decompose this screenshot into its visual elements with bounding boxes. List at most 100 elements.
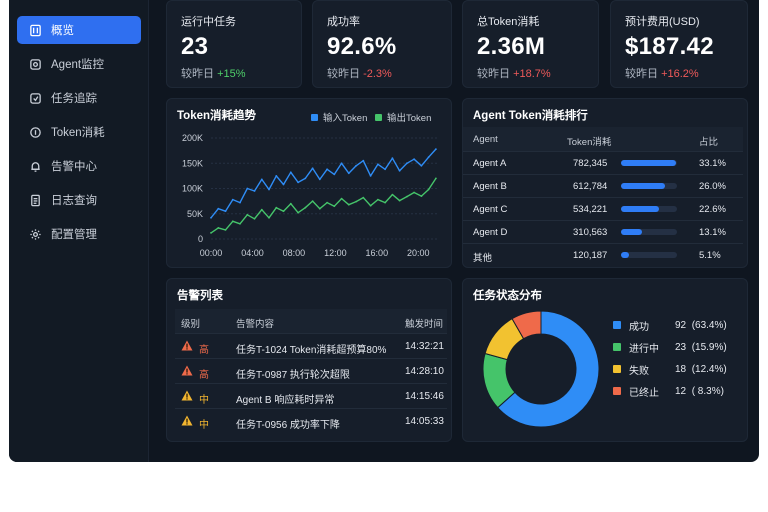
y-tick-label: 0 xyxy=(198,234,203,244)
sidebar-item-task-track[interactable]: 任务追踪 xyxy=(17,84,141,112)
series-line-output-token[interactable] xyxy=(210,178,437,234)
ranking-row[interactable]: 其他 120,187 5.1% xyxy=(463,243,743,266)
data-point xyxy=(210,216,212,219)
kpi-value: 2.36M xyxy=(477,33,546,60)
share-bar xyxy=(621,206,677,212)
bell-icon xyxy=(27,158,43,174)
data-point xyxy=(326,201,328,204)
alert-row[interactable]: 高 任务T-0987 执行轮次超限 14:28:10 xyxy=(175,358,447,383)
kpi-card-success-rate: 成功率 92.6% 较昨日 -2.3% xyxy=(312,0,452,88)
data-point xyxy=(384,201,386,204)
alert-table-header: 级别 告警内容 触发时间 xyxy=(175,309,447,333)
token-trend-panel: Token消耗趋势 输入Token 输出Token 200K 150K 100K 50… xyxy=(166,98,452,268)
data-point xyxy=(289,171,292,174)
agent-name: Agent D xyxy=(473,227,508,238)
legend-swatch xyxy=(613,343,621,351)
data-point xyxy=(297,181,299,184)
donut-slice-成功[interactable] xyxy=(497,310,600,428)
legend-swatch xyxy=(375,113,382,121)
warning-icon xyxy=(181,340,193,354)
legend-swatch xyxy=(311,113,318,121)
sidebar-item-overview[interactable]: 概览 xyxy=(17,16,141,44)
data-point xyxy=(217,227,220,229)
data-point xyxy=(369,204,372,207)
col-agent: Agent xyxy=(473,134,498,145)
sidebar-item-label: 配置管理 xyxy=(51,229,97,241)
legend-output-token[interactable]: 输出Token xyxy=(375,110,431,124)
x-tick-label: 12:00 xyxy=(324,248,347,258)
agent-name: 其他 xyxy=(473,253,493,264)
data-point xyxy=(333,173,336,176)
x-tick-label: 08:00 xyxy=(283,248,306,258)
donut-slice-已终止[interactable] xyxy=(511,310,542,340)
sidebar-item-agent-monitor[interactable]: Agent监控 xyxy=(17,50,141,78)
status-label: 失败 xyxy=(629,365,649,377)
status-legend-item[interactable]: 失败 18 (12.4%) xyxy=(613,361,759,377)
data-point xyxy=(377,198,379,201)
status-count: 92 (63.4%) xyxy=(675,320,759,331)
kpi-title: 运行中任务 xyxy=(181,16,236,28)
status-legend-item[interactable]: 进行中 23 (15.9%) xyxy=(613,339,759,355)
status-count-value: 92 xyxy=(675,319,687,331)
ranking-row[interactable]: Agent B 612,784 26.0% xyxy=(463,174,743,197)
panel-title: 告警列表 xyxy=(177,290,223,302)
data-point xyxy=(282,210,285,213)
y-tick-label: 100K xyxy=(182,184,203,194)
status-percent: (63.4%) xyxy=(691,319,727,331)
x-tick-label: 04:00 xyxy=(241,248,264,258)
data-point xyxy=(275,175,278,177)
status-legend-item[interactable]: 已终止 12 ( 8.3%) xyxy=(613,383,759,399)
sidebar-item-token[interactable]: Token消耗 xyxy=(17,118,141,146)
data-point xyxy=(260,208,263,211)
panel-title: Agent Token消耗排行 xyxy=(473,110,588,122)
legend-input-token[interactable]: 输入Token xyxy=(311,110,367,124)
agent-tokens: 120,187 xyxy=(573,250,608,261)
sidebar-item-label: Agent监控 xyxy=(51,59,105,71)
x-tick-label: 20:00 xyxy=(407,248,430,258)
data-point xyxy=(253,217,256,220)
task-status-donut xyxy=(482,310,600,428)
alert-time: 14:05:33 xyxy=(405,416,444,427)
alert-level: 中 xyxy=(199,420,209,431)
data-point xyxy=(384,168,386,171)
status-legend-item[interactable]: 成功 92 (63.4%) xyxy=(613,317,759,333)
kpi-delta: +16.2% xyxy=(661,68,699,80)
ranking-row[interactable]: Agent A 782,345 33.1% xyxy=(463,151,743,174)
alert-row[interactable]: 中 任务T-0956 成功率下降 14:05:33 xyxy=(175,408,447,433)
alert-row[interactable]: 高 任务T-1024 Token消耗超预算80% 14:32:21 xyxy=(175,333,447,358)
data-point xyxy=(318,178,321,181)
data-point xyxy=(311,167,314,170)
sidebar-item-logs[interactable]: 日志查询 xyxy=(17,186,141,214)
status-label: 成功 xyxy=(629,321,649,333)
data-point xyxy=(275,206,278,209)
share-bar-fill xyxy=(621,229,643,235)
warning-icon xyxy=(181,415,193,429)
alert-level: 高 xyxy=(199,345,209,356)
overview-icon xyxy=(27,22,43,38)
data-point xyxy=(268,188,270,191)
gear-icon xyxy=(27,226,43,242)
y-tick-label: 50K xyxy=(187,209,203,219)
alert-row[interactable]: 中 Agent B 响应耗时异常 14:15:46 xyxy=(175,383,447,408)
sidebar-item-alerts[interactable]: 告警中心 xyxy=(17,152,141,180)
status-count: 18 (12.4%) xyxy=(675,364,759,375)
series-line-input-token[interactable] xyxy=(210,148,437,219)
y-tick-label: 150K xyxy=(182,158,203,168)
sidebar-item-config[interactable]: 配置管理 xyxy=(17,220,141,248)
status-count: 23 (15.9%) xyxy=(675,342,759,353)
kpi-card-total-tokens: 总Token消耗 2.36M 较昨日 +18.7% xyxy=(462,0,599,88)
data-point xyxy=(246,213,249,216)
kpi-compare-label: 较昨日 xyxy=(625,68,658,80)
data-point xyxy=(340,162,343,165)
kpi-compare-label: 较昨日 xyxy=(477,68,510,80)
token-icon xyxy=(27,124,43,140)
legend-swatch xyxy=(613,387,621,395)
kpi-compare: 较昨日 -2.3% xyxy=(327,65,392,81)
col-level: 级别 xyxy=(181,319,201,330)
ranking-row[interactable]: Agent C 534,221 22.6% xyxy=(463,197,743,220)
data-point xyxy=(224,229,227,231)
kpi-title: 成功率 xyxy=(327,16,360,28)
token-trend-chart: 200K 150K 100K 50K 0 00:00 04:00 08:00 12:00 16:0… xyxy=(182,133,439,258)
kpi-compare-label: 较昨日 xyxy=(181,68,214,80)
ranking-row[interactable]: Agent D 310,563 13.1% xyxy=(463,220,743,243)
